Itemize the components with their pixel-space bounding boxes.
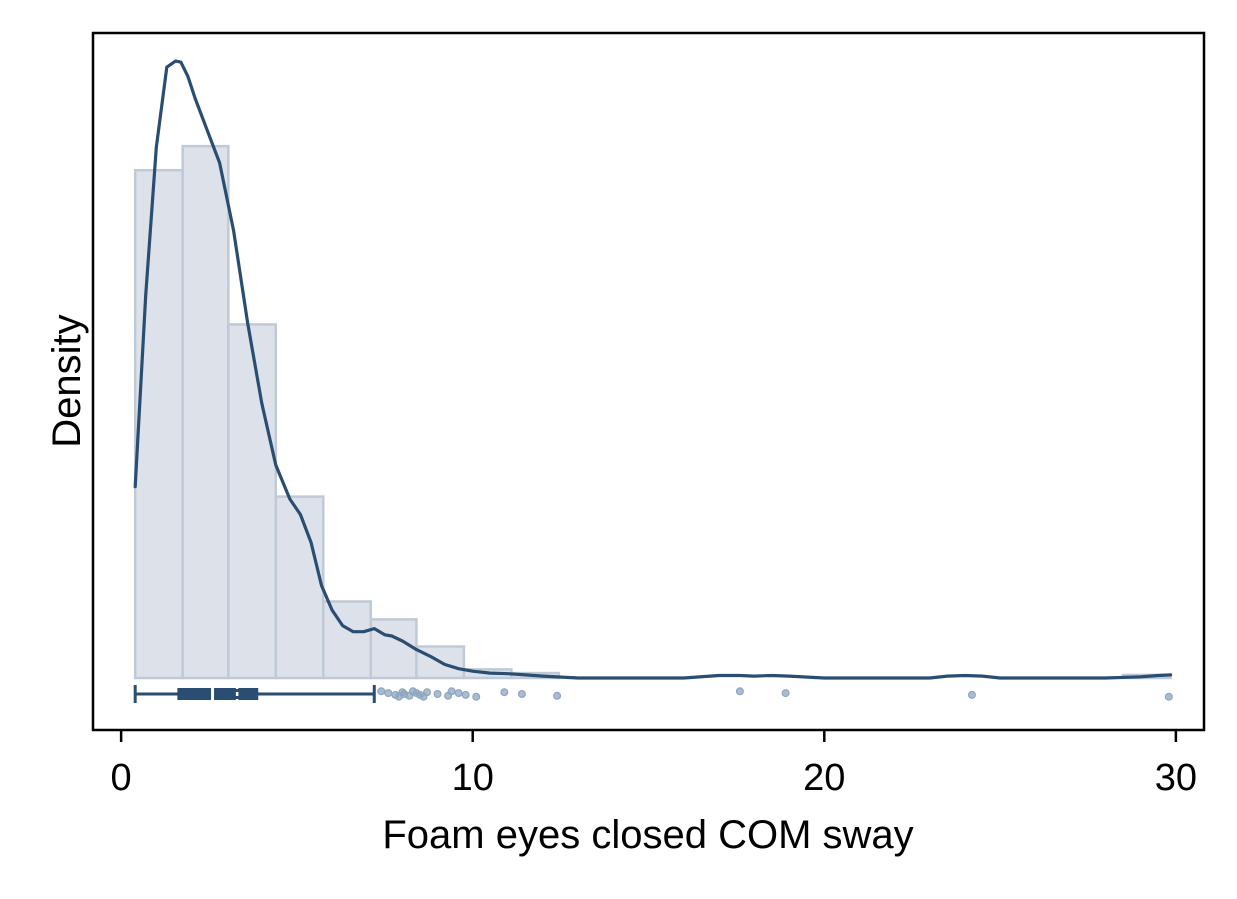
boxplot — [133, 685, 1173, 703]
histogram-bar — [322, 600, 373, 680]
histogram-bar — [369, 618, 418, 680]
density-curve — [133, 59, 1173, 680]
boxplot-box — [177, 688, 259, 700]
boxplot-outlier — [454, 689, 463, 698]
histogram-bar — [181, 144, 230, 680]
boxplot-outlier — [461, 690, 470, 699]
boxplot-outlier — [423, 688, 432, 697]
boxplot-outlier — [433, 689, 442, 698]
histogram-bar — [133, 168, 184, 680]
x-tick-label: 30 — [1155, 757, 1197, 799]
boxplot-outlier — [377, 687, 386, 696]
y-axis-title: Density — [45, 314, 89, 447]
plot-frame — [91, 31, 1206, 732]
boxplot-outlier — [517, 689, 526, 698]
x-tick-label: 0 — [111, 757, 132, 799]
density-curve-layer — [133, 59, 1173, 680]
boxplot-outlier — [500, 688, 509, 697]
x-axis-ticks: 0 10 20 30 — [111, 730, 1197, 799]
x-tick-label: 20 — [803, 757, 845, 799]
boxplot-outlier — [781, 689, 790, 698]
boxplot-outlier — [967, 690, 976, 699]
boxplot-outlier — [1164, 692, 1173, 701]
boxplot-outlier — [553, 691, 562, 700]
histogram-bar — [227, 323, 278, 680]
boxplot-outlier — [472, 692, 481, 701]
histogram-bars — [133, 144, 1172, 680]
x-axis-title: Foam eyes closed COM sway — [382, 813, 913, 857]
x-tick-label: 10 — [452, 757, 494, 799]
histogram-bar — [274, 495, 325, 680]
boxplot-outlier — [735, 687, 744, 696]
boxplot-outlier — [447, 687, 456, 696]
boxplot-outlier — [384, 689, 393, 698]
